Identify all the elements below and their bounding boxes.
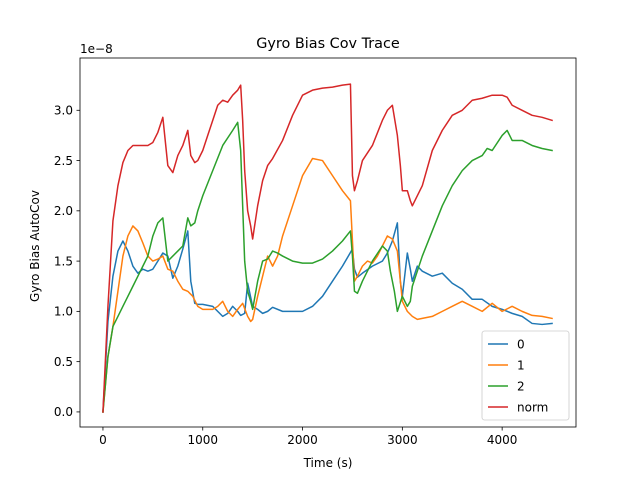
- series-line-1: [102, 157, 553, 413]
- y-tick-label: 2.0: [54, 204, 73, 218]
- y-tick-label: 2.5: [54, 154, 73, 168]
- legend: 0 1 2 norm: [481, 330, 570, 421]
- legend-box: [481, 330, 570, 421]
- legend-label-0: 0: [517, 337, 525, 351]
- axes-layer: 0 1000 2000 3000 4000 0.0 0.5 1.0 1.5 2.0 2.5 3.0: [54, 57, 577, 447]
- y-tick-label: 1.0: [54, 305, 73, 319]
- y-axis-offset-label: 1e−8: [80, 42, 113, 56]
- series-line-0: [102, 222, 553, 413]
- x-tick-label: 4000: [487, 433, 518, 447]
- y-axis-label: Gyro Bias AutoCov: [28, 190, 42, 302]
- x-axis-label: Time (s): [303, 456, 353, 470]
- x-tick-label: 2000: [287, 433, 318, 447]
- x-tick-label: 0: [99, 433, 107, 447]
- series-line-2: [102, 121, 553, 413]
- series-layer: [102, 83, 553, 413]
- plot-frame: [79, 57, 577, 428]
- legend-label-norm: norm: [517, 400, 548, 414]
- x-tick-label: 3000: [387, 433, 418, 447]
- y-tick-label: 0.5: [54, 355, 73, 369]
- y-tick-label: 3.0: [54, 104, 73, 118]
- legend-label-2: 2: [517, 379, 525, 393]
- y-tick-label: 0.0: [54, 405, 73, 419]
- x-tick-label: 1000: [187, 433, 218, 447]
- legend-label-1: 1: [517, 358, 525, 372]
- chart-title: Gyro Bias Cov Trace: [256, 36, 400, 52]
- series-line-norm: [102, 83, 553, 413]
- y-tick-label: 1.5: [54, 254, 73, 268]
